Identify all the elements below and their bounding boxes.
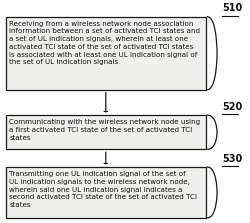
FancyBboxPatch shape bbox=[6, 167, 206, 218]
FancyBboxPatch shape bbox=[6, 17, 206, 90]
Text: 530: 530 bbox=[222, 154, 242, 164]
Text: Transmitting one UL indication signal of the set of
UL indication signals to the: Transmitting one UL indication signal of… bbox=[9, 171, 197, 208]
Text: 520: 520 bbox=[222, 102, 242, 112]
Text: Communicating with the wireless network node using
a first activated TCI state o: Communicating with the wireless network … bbox=[9, 119, 200, 140]
FancyBboxPatch shape bbox=[6, 115, 206, 149]
Text: 510: 510 bbox=[222, 3, 242, 13]
Text: Receiving from a wireless network node association
information between a set of : Receiving from a wireless network node a… bbox=[9, 21, 200, 66]
